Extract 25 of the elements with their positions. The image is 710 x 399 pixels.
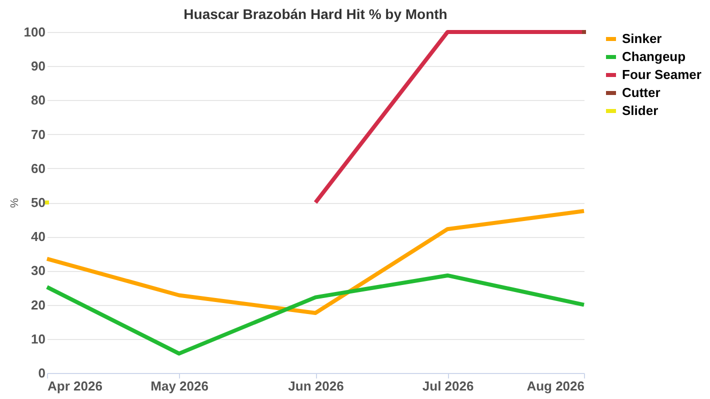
line-series — [45, 273, 586, 356]
y-tick-label: 100 — [24, 24, 46, 40]
y-tick-label: 90 — [31, 58, 46, 74]
legend-label: Slider — [622, 103, 658, 118]
line-series — [45, 209, 586, 315]
legend-label: Sinker — [622, 31, 662, 46]
chart-title: Huascar Brazobán Hard Hit % by Month — [184, 6, 448, 22]
x-tick-label: Aug 2026 — [526, 378, 584, 394]
y-tick-label: 10 — [31, 331, 46, 346]
y-tick-label: 30 — [31, 263, 46, 278]
legend-label: Changeup — [622, 49, 686, 64]
x-tick-label: May 2026 — [150, 378, 208, 394]
y-tick-label: 50 — [31, 195, 46, 210]
y-tick-label: 80 — [31, 92, 46, 108]
legend-label: Four Seamer — [622, 67, 702, 82]
y-tick-label: 70 — [31, 126, 46, 142]
legend-label: Cutter — [622, 85, 660, 100]
x-tick-label: Jul 2026 — [422, 378, 474, 394]
y-tick-label: 60 — [31, 160, 46, 176]
x-tick-label: Apr 2026 — [48, 378, 102, 394]
y-tick-label: 40 — [31, 229, 46, 244]
y-axis-title: % — [8, 198, 21, 208]
y-tick-label: 0 — [38, 366, 46, 380]
x-tick-label: Jun 2026 — [288, 378, 344, 394]
y-tick-label: 20 — [31, 297, 46, 312]
